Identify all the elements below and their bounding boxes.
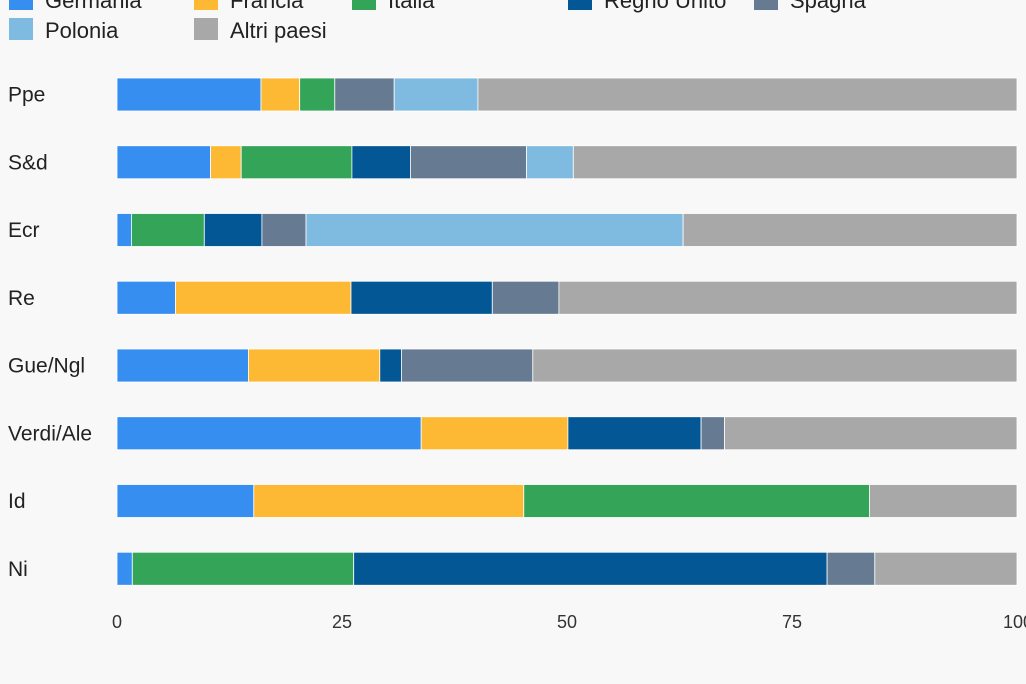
bar-row-ppe xyxy=(116,77,1018,112)
legend-label-regno-unito: Regno Unito xyxy=(604,0,726,13)
bar-segment-ppe-italia xyxy=(299,77,336,112)
bar-segment-s-d-francia xyxy=(210,145,242,180)
tick-label-75: 75 xyxy=(782,612,802,632)
legend-label-italia: Italia xyxy=(388,0,435,13)
legend-swatch-regno-unito xyxy=(568,0,592,10)
bar-segment-ppe-germania xyxy=(116,77,262,112)
bar-segment-gue-ngl-spagna xyxy=(400,348,534,383)
bar-segment-id-germania xyxy=(116,484,255,518)
legend-swatch-italia xyxy=(352,0,376,10)
bar-row-verdi-ale xyxy=(116,416,1018,451)
legend-swatch-polonia xyxy=(9,18,33,40)
bar-segment-id-italia xyxy=(523,484,870,518)
bar-segment-ni-italia xyxy=(131,551,355,586)
bar-segment-ppe-polonia xyxy=(393,77,479,112)
chart-legend: Germania Francia Italia Regno Unito Spagna Po… xyxy=(9,0,867,43)
category-label-id: Id xyxy=(8,490,26,513)
bar-segment-verdi-ale-regno-unito xyxy=(567,416,702,451)
bar-segment-re-regno-unito xyxy=(350,280,493,315)
bar-segment-id-francia xyxy=(253,484,525,518)
bar-segment-ecr-spagna xyxy=(261,213,307,247)
legend-swatch-francia xyxy=(194,0,218,10)
bar-segment-ppe-altri-paesi xyxy=(477,77,1018,112)
legend-item-spagna: Spagna xyxy=(754,0,867,13)
bar-row-ecr xyxy=(116,213,1018,247)
bar-segment-ni-altri-paesi xyxy=(874,551,1018,586)
bar-segment-verdi-ale-francia xyxy=(420,416,569,451)
tick-label-50: 50 xyxy=(557,612,577,632)
legend-label-francia: Francia xyxy=(230,0,304,13)
bar-segment-ppe-francia xyxy=(260,77,301,112)
legend-item-italia: Italia xyxy=(352,0,435,13)
legend-item-polonia: Polonia xyxy=(9,18,119,43)
category-label-ni: Ni xyxy=(8,558,28,581)
bar-segment-ecr-polonia xyxy=(305,213,684,247)
category-label-gue-ngl: Gue/Ngl xyxy=(8,355,85,378)
legend-item-francia: Francia xyxy=(194,0,304,13)
bar-segment-ni-germania xyxy=(116,551,133,586)
x-axis-ticks: 0 25 50 75 100 xyxy=(112,612,1026,632)
bar-segment-re-spagna xyxy=(491,280,560,315)
bar-segment-s-d-spagna xyxy=(409,145,527,180)
legend-swatch-germania xyxy=(9,0,33,10)
category-label-ecr: Ecr xyxy=(8,219,40,242)
bar-segment-verdi-ale-spagna xyxy=(700,416,725,451)
bar-row-re xyxy=(116,280,1018,315)
bar-area xyxy=(116,77,1018,586)
bar-segment-re-altri-paesi xyxy=(558,280,1018,315)
bar-row-ni xyxy=(116,551,1018,586)
category-label-s-d: S&d xyxy=(8,151,48,174)
legend-label-germania: Germania xyxy=(45,0,142,13)
bar-segment-ppe-spagna xyxy=(334,77,395,112)
bar-segment-ecr-altri-paesi xyxy=(682,213,1018,247)
bar-segment-ni-spagna xyxy=(826,551,876,586)
legend-label-spagna: Spagna xyxy=(790,0,867,13)
tick-label-100: 100 xyxy=(1003,612,1026,632)
bar-row-id xyxy=(116,484,1018,518)
category-label-re: Re xyxy=(8,287,35,310)
bar-segment-s-d-italia xyxy=(240,145,353,180)
legend-label-polonia: Polonia xyxy=(45,18,119,43)
bar-segment-s-d-polonia xyxy=(526,145,574,180)
legend-item-altri-paesi: Altri paesi xyxy=(194,18,327,43)
bar-segment-gue-ngl-regno-unito xyxy=(379,348,402,383)
legend-label-altri-paesi: Altri paesi xyxy=(230,18,327,43)
legend-swatch-spagna xyxy=(754,0,778,10)
bar-segment-s-d-germania xyxy=(116,145,211,180)
bar-segment-gue-ngl-francia xyxy=(247,348,381,383)
bar-segment-s-d-regno-unito xyxy=(351,145,411,180)
bar-segment-re-germania xyxy=(116,280,176,315)
legend-swatch-altri-paesi xyxy=(194,18,218,40)
bar-segment-ecr-regno-unito xyxy=(203,213,263,247)
bar-segment-ecr-germania xyxy=(116,213,132,247)
legend-item-regno-unito: Regno Unito xyxy=(568,0,726,13)
bar-segment-verdi-ale-altri-paesi xyxy=(724,416,1018,451)
tick-label-25: 25 xyxy=(332,612,352,632)
bar-segment-ecr-italia xyxy=(130,213,205,247)
bar-segment-gue-ngl-altri-paesi xyxy=(532,348,1018,383)
category-labels: Ppe S&d Ecr Re Gue/Ngl Verdi/Ale Id Ni xyxy=(8,84,92,581)
tick-label-0: 0 xyxy=(112,612,122,632)
bar-segment-verdi-ale-germania xyxy=(116,416,422,451)
bar-row-s-d xyxy=(116,145,1018,180)
bar-segment-re-francia xyxy=(175,280,352,315)
category-label-verdi-ale: Verdi/Ale xyxy=(8,422,92,445)
bar-row-gue-ngl xyxy=(116,348,1018,383)
bar-segment-s-d-altri-paesi xyxy=(572,145,1018,180)
category-label-ppe: Ppe xyxy=(8,84,45,107)
bar-segment-id-altri-paesi xyxy=(869,484,1018,518)
legend-item-germania: Germania xyxy=(9,0,142,13)
bar-segment-ni-regno-unito xyxy=(353,551,828,586)
bar-segment-gue-ngl-germania xyxy=(116,348,249,383)
